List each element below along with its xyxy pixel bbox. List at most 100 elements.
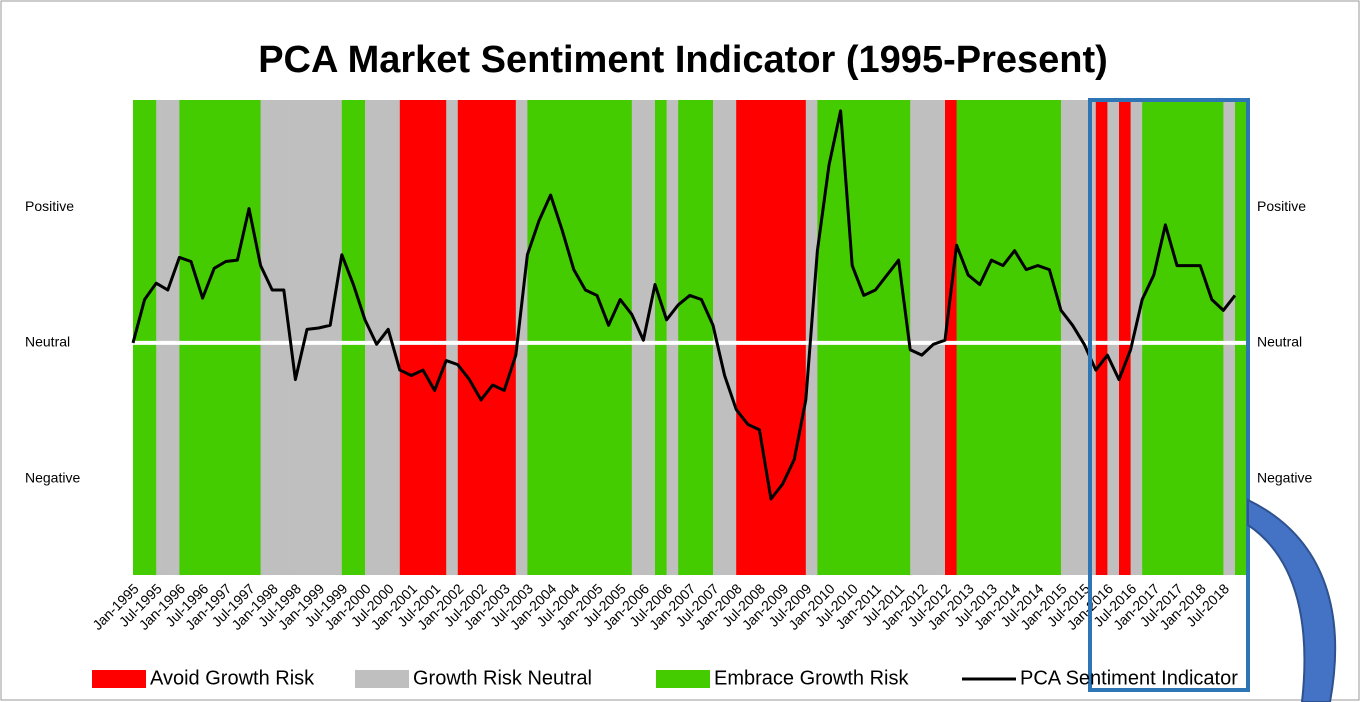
y2-tick-label: Positive [1257, 198, 1306, 214]
regime-band [1235, 100, 1247, 575]
regime-band [875, 100, 888, 575]
regime-band [399, 100, 412, 575]
regime-band [225, 100, 238, 575]
regime-band [852, 100, 865, 575]
regime-band [1130, 100, 1143, 575]
regime-band [1211, 100, 1224, 575]
regime-band [1142, 100, 1155, 575]
regime-band [794, 100, 807, 575]
regime-band [724, 100, 737, 575]
chart-title: PCA Market Sentiment Indicator (1995-Pre… [258, 39, 1108, 81]
highlight-arrow [1247, 498, 1337, 702]
y-tick-label: Negative [25, 469, 80, 485]
y-tick-label: Positive [25, 198, 74, 214]
regime-band [295, 100, 308, 575]
regime-band [330, 100, 343, 575]
regime-band [562, 100, 575, 575]
regime-band [736, 100, 749, 575]
legend-swatch [92, 670, 146, 688]
regime-band [504, 100, 517, 575]
regime-band [1026, 100, 1039, 575]
regime-band [1061, 100, 1073, 575]
regime-band [1165, 100, 1178, 575]
regime-band [608, 100, 621, 575]
regime-band [156, 100, 169, 575]
regime-band [1107, 100, 1120, 575]
regime-band [365, 100, 377, 575]
regime-band [191, 100, 203, 575]
regime-band [968, 100, 981, 575]
regime-band [898, 100, 911, 575]
regime-band [573, 100, 586, 575]
regime-band [272, 100, 285, 575]
regime-band [631, 100, 644, 575]
regime-band [597, 100, 609, 575]
legend-label: Embrace Growth Risk [714, 667, 909, 689]
bands [133, 100, 1247, 575]
regime-band [144, 100, 157, 575]
highlight-box [1088, 98, 1250, 692]
regime-band [945, 100, 957, 575]
regime-band [759, 100, 772, 575]
regime-band [527, 100, 540, 575]
regime-band [179, 100, 192, 575]
regime-band [167, 100, 180, 575]
regime-band [678, 100, 691, 575]
regime-band [991, 100, 1004, 575]
regime-band [423, 100, 435, 575]
regime-band [1037, 100, 1050, 575]
regime-band [249, 100, 261, 575]
lines [131, 109, 1237, 501]
regime-band [341, 100, 354, 575]
y-tick-label: Neutral [25, 334, 70, 350]
regime-band [910, 100, 923, 575]
regime-band [260, 100, 273, 575]
regime-band [713, 100, 725, 575]
legend-label: Avoid Growth Risk [150, 667, 315, 689]
regime-band [956, 100, 969, 575]
regime-band [307, 100, 319, 575]
regime-band [237, 100, 250, 575]
regime-band [388, 100, 401, 575]
regime-band [921, 100, 934, 575]
regime-band [655, 100, 667, 575]
regime-band [550, 100, 563, 575]
regime-band [863, 100, 876, 575]
regime-band [481, 100, 493, 575]
regime-band [829, 100, 841, 575]
regime-band [1003, 100, 1015, 575]
regime-band [933, 100, 946, 575]
regime-band [492, 100, 505, 575]
regime-band [643, 100, 656, 575]
regime-band [353, 100, 366, 575]
regime-band [1223, 100, 1236, 575]
legend-swatch [656, 670, 710, 688]
regime-band [411, 100, 424, 575]
regime-band [1153, 100, 1166, 575]
regime-band [133, 100, 145, 575]
regime-band [771, 100, 783, 575]
regime-band [1177, 100, 1189, 575]
y2-tick-label: Neutral [1257, 334, 1302, 350]
regime-band [887, 100, 899, 575]
regime-band [1014, 100, 1027, 575]
regime-band [666, 100, 679, 575]
legend-label: PCA Sentiment Indicator [1020, 667, 1238, 689]
legend-label: Growth Risk Neutral [413, 667, 592, 689]
regime-band [434, 100, 447, 575]
regime-band [446, 100, 459, 575]
regime-band [979, 100, 992, 575]
regime-band [1188, 100, 1201, 575]
regime-band [620, 100, 633, 575]
regime-band [214, 100, 227, 575]
regime-band [202, 100, 215, 575]
y2-tick-label: Negative [1257, 469, 1312, 485]
regime-band [1049, 100, 1062, 575]
regime-band [318, 100, 331, 575]
series-line [131, 109, 1237, 501]
regime-band [585, 100, 598, 575]
regime-band [1095, 100, 1108, 575]
regime-band [469, 100, 482, 575]
